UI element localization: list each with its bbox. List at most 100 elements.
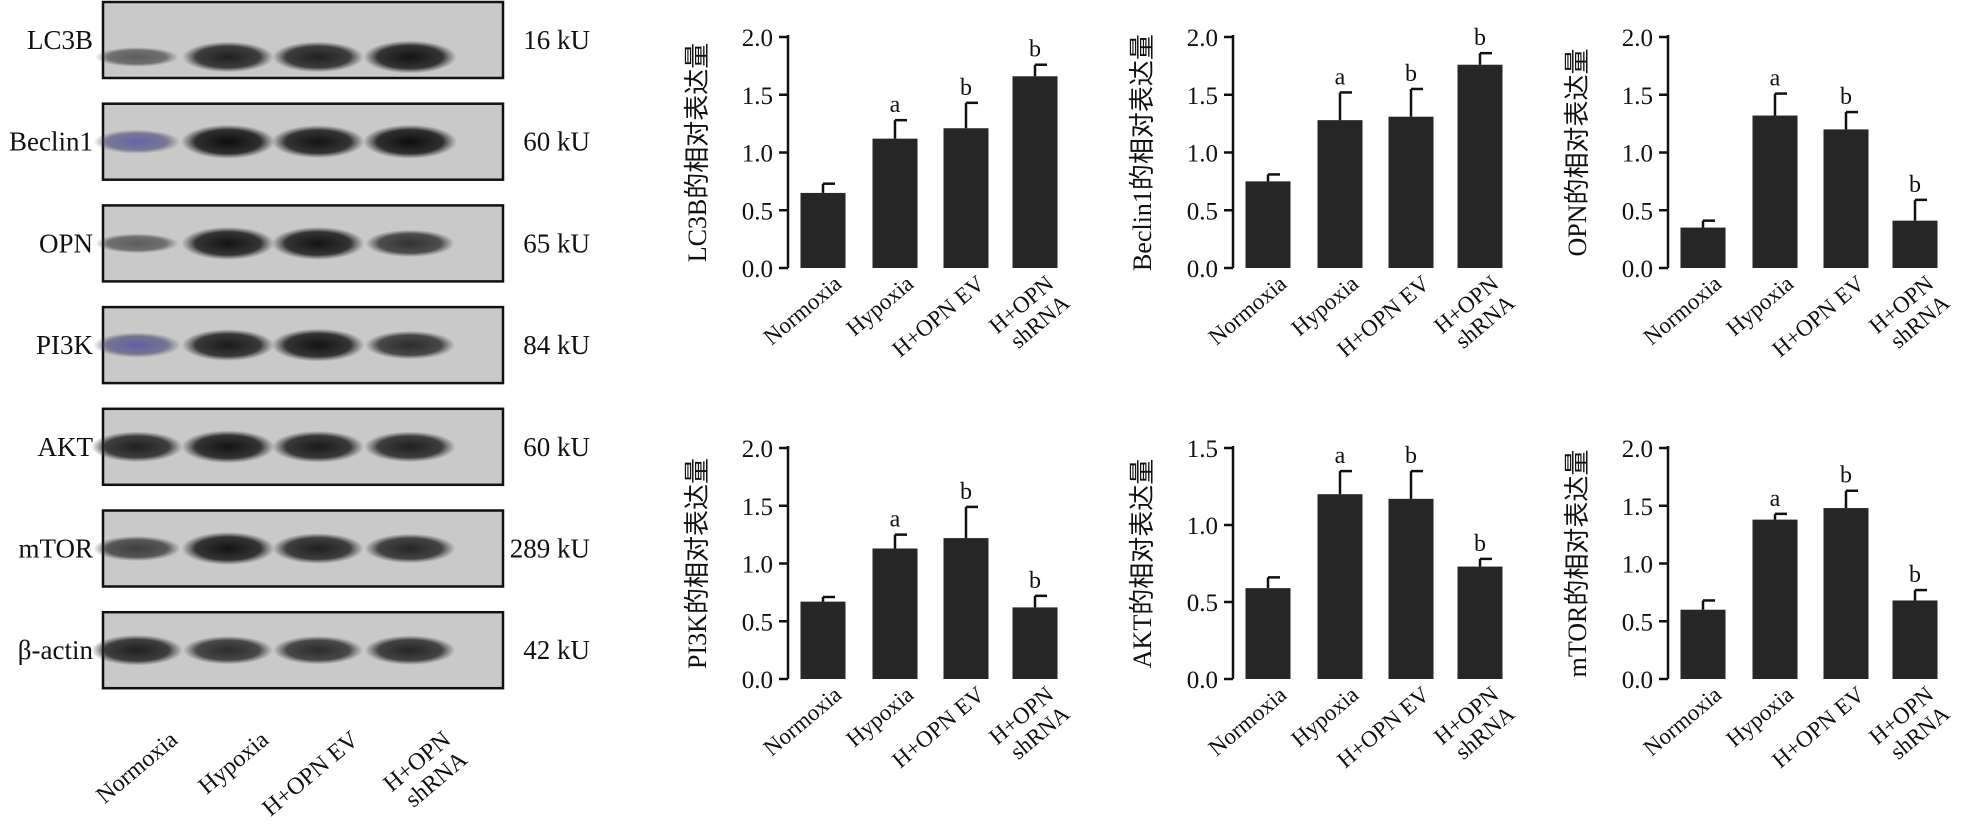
bar xyxy=(943,128,989,268)
y-tick-label: 0.5 xyxy=(1622,198,1653,225)
y-tick-label: 1.0 xyxy=(1187,141,1218,168)
y-tick-label: 1.5 xyxy=(1187,83,1218,110)
significance-label: b xyxy=(960,479,972,505)
bar xyxy=(1680,227,1726,268)
blot-band xyxy=(271,125,365,159)
bar-chart-6: 0.00.51.01.52.0mTOR的相对表达量NormoxiaaHypoxi… xyxy=(1563,436,1955,773)
blot-band xyxy=(91,431,183,463)
blot-row-beclin1: Beclin1 60 kU xyxy=(9,102,590,181)
blot-band xyxy=(93,535,181,562)
x-tick-label: H+OPNshRNA xyxy=(1864,270,1954,357)
significance-label: a xyxy=(1335,443,1346,469)
significance-label: a xyxy=(1770,486,1781,512)
blot-band xyxy=(181,532,275,565)
molecular-weight-label: 289 kU xyxy=(510,534,590,564)
blot-band xyxy=(273,635,363,665)
blot-row-akt: AKT 60 kU xyxy=(38,407,590,487)
blot-row-actin: β-actin 42 kU xyxy=(18,610,590,690)
bar xyxy=(1892,600,1938,679)
bar xyxy=(1012,607,1058,679)
y-tick-label: 0.0 xyxy=(1187,256,1218,283)
y-tick-label: 2.0 xyxy=(742,25,773,52)
blot-band xyxy=(181,430,275,464)
blot-band xyxy=(272,533,364,564)
bar xyxy=(1457,64,1503,268)
significance-label: a xyxy=(890,507,901,533)
molecular-weight-label: 16 kU xyxy=(523,25,590,55)
molecular-weight-label: 65 kU xyxy=(523,228,590,258)
blot-band xyxy=(363,124,457,159)
y-tick-label: 0.0 xyxy=(742,667,773,694)
y-tick-label: 0.5 xyxy=(1187,198,1218,225)
lane-label-line: H+OPN EV xyxy=(258,726,365,821)
y-tick-label: 1.5 xyxy=(1187,436,1218,463)
significance-label: b xyxy=(960,75,972,101)
bar xyxy=(1457,566,1503,679)
y-axis-label: AKT的相对表达量 xyxy=(1128,459,1157,668)
blot-row-opn: OPN 65 kU xyxy=(39,204,590,283)
western-blot-panel: LC3B 16 kU Beclin1 60 kU OPN 65 kU PI3K 84 kU AK… xyxy=(9,0,590,822)
blot-band xyxy=(182,41,274,73)
y-tick-label: 0.0 xyxy=(1187,667,1218,694)
x-tick-label: H+OPNshRNA xyxy=(984,681,1074,768)
y-tick-label: 2.0 xyxy=(1187,25,1218,52)
blot-band xyxy=(181,226,275,260)
bar xyxy=(1892,220,1938,268)
blot-band xyxy=(363,40,457,74)
significance-label: a xyxy=(890,92,901,118)
y-tick-label: 1.5 xyxy=(742,494,773,521)
bar xyxy=(1317,120,1363,268)
significance-label: b xyxy=(1029,37,1041,63)
bar xyxy=(1317,494,1363,679)
y-axis-label: Beclin1的相对表达量 xyxy=(1128,34,1157,271)
blot-band xyxy=(271,328,365,362)
x-tick-label: H+OPNshRNA xyxy=(1429,681,1519,768)
y-tick-label: 2.0 xyxy=(1622,25,1653,52)
y-tick-label: 0.5 xyxy=(1622,609,1653,636)
blot-band xyxy=(364,431,456,463)
protein-label: OPN xyxy=(39,228,93,258)
bar xyxy=(1680,609,1726,679)
lane-label: Hypoxia xyxy=(194,726,274,799)
bar xyxy=(1245,588,1291,679)
blot-band xyxy=(181,329,275,361)
blot-band xyxy=(272,41,364,73)
bar xyxy=(1823,129,1869,268)
lane-label: H+OPN EV xyxy=(258,726,365,821)
bar-chart-2: 0.00.51.01.52.0Beclin1的相对表达量NormoxiaaHyp… xyxy=(1128,25,1520,362)
bar xyxy=(800,601,846,679)
y-tick-label: 1.0 xyxy=(1622,141,1653,168)
bar xyxy=(1245,181,1291,268)
blot-band xyxy=(364,533,456,564)
lane-label: Normoxia xyxy=(92,726,184,809)
bar xyxy=(1752,115,1798,268)
y-tick-label: 1.0 xyxy=(742,141,773,168)
molecular-weight-label: 42 kU xyxy=(523,635,590,665)
blot-band xyxy=(365,229,455,258)
x-tick-label: H+OPNshRNA xyxy=(1429,270,1519,357)
y-axis-label: mTOR的相对表达量 xyxy=(1563,450,1592,678)
bar xyxy=(1388,498,1434,679)
molecular-weight-label: 84 kU xyxy=(523,330,590,360)
blot-band xyxy=(365,330,455,360)
protein-label: AKT xyxy=(38,432,94,462)
y-tick-label: 1.0 xyxy=(1622,552,1653,579)
y-tick-label: 1.0 xyxy=(742,552,773,579)
bar xyxy=(1823,508,1869,679)
x-tick-label: H+OPNshRNA xyxy=(1864,681,1954,768)
blot-band xyxy=(183,635,273,665)
blot-band xyxy=(95,233,179,254)
bar-chart-3: 0.00.51.01.52.0OPN的相对表达量NormoxiaaHypoxia… xyxy=(1563,25,1955,362)
significance-label: a xyxy=(1335,64,1346,90)
y-tick-label: 1.0 xyxy=(1187,513,1218,540)
bar xyxy=(800,192,846,268)
blot-row-lc3b: LC3B 16 kU xyxy=(27,0,590,80)
y-axis-label: OPN的相对表达量 xyxy=(1563,48,1592,256)
molecular-weight-label: 60 kU xyxy=(523,127,590,157)
significance-label: b xyxy=(1405,443,1417,469)
lane-label-line: Normoxia xyxy=(92,726,184,809)
bar xyxy=(872,548,918,679)
bar xyxy=(1388,116,1434,268)
blot-band xyxy=(271,226,365,260)
bar-chart-panels: 0.00.51.01.52.0LC3B的相对表达量NormoxiaaHypoxi… xyxy=(683,25,1955,773)
